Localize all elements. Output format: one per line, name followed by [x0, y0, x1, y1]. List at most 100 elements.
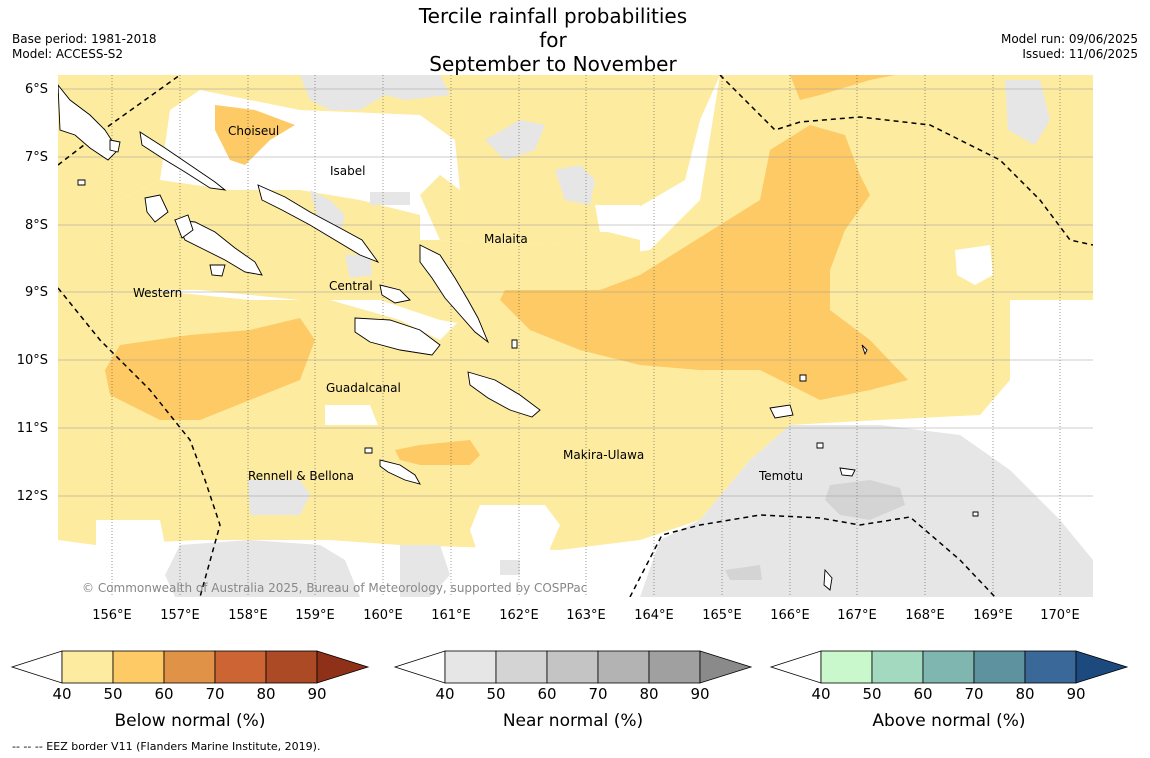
- island-rennell: [379, 459, 421, 485]
- island-small-2: [972, 511, 979, 517]
- white-pocket-3: [470, 505, 560, 560]
- white-pocket-5: [595, 205, 645, 232]
- colorbar-below-cell: [265, 650, 318, 684]
- lon-label-164: 164°E: [634, 608, 674, 623]
- near-normal-area-sw: [165, 540, 360, 597]
- region-label-guadalcanal: Guadalcanal: [326, 381, 401, 395]
- near-normal-area-ss: [400, 545, 450, 597]
- colorbar-near-label: Near normal (%): [503, 711, 643, 731]
- near-normal-area-mid: [485, 120, 545, 160]
- title-line-1: Tercile rainfall probabilities for: [418, 4, 688, 52]
- colorbar-below-cells: [61, 650, 370, 684]
- colorbar-below-ticks: 40 50 60 70 80 90: [52, 685, 326, 703]
- lon-label-163: 163°E: [566, 608, 606, 623]
- lon-label-165: 165°E: [702, 608, 742, 623]
- island-bougainville: [58, 84, 119, 161]
- colorbar-below-tick-50: 50: [103, 685, 122, 703]
- colorbar-below-normal: 40 50 60 70 80 90 Below normal (%): [10, 650, 370, 731]
- colorbar-below-cell: [112, 650, 165, 684]
- colorbar-near-tick-40: 40: [435, 685, 454, 703]
- near-normal-area-darker2: [725, 565, 762, 580]
- below-normal-50-area-north: [790, 75, 895, 100]
- island-shortland: [109, 139, 121, 153]
- lon-label-168: 168°E: [905, 608, 945, 623]
- colorbar-above-under-triangle: [769, 650, 822, 684]
- eez-border-south: [629, 514, 996, 597]
- eez-border-north: [58, 75, 181, 166]
- colorbar-below-label: Below normal (%): [115, 711, 266, 731]
- near-normal-area-darker: [825, 480, 905, 520]
- island-duff: [799, 374, 807, 382]
- white-pocket-1: [96, 520, 165, 560]
- island-vella-lavella: [144, 194, 169, 223]
- lat-label-6: 6°S: [25, 82, 48, 97]
- below-normal-50-area-choiseul: [215, 105, 295, 165]
- map-gridlines: [58, 75, 1093, 597]
- colorbar-below-tick-90: 90: [307, 685, 326, 703]
- near-normal-area-sw2: [248, 480, 310, 515]
- colorbar-near-cell: [546, 650, 599, 684]
- region-label-western: Western: [133, 286, 182, 300]
- lon-label-156: 156°E: [92, 608, 132, 623]
- island-choiseul: [139, 131, 227, 191]
- lon-label-160: 160°E: [363, 608, 403, 623]
- island-makira: [467, 371, 541, 418]
- colorbar-above-cell: [1024, 650, 1077, 684]
- model-name: Model: ACCESS-S2: [12, 47, 124, 61]
- colorbar-above-cell: [973, 650, 1026, 684]
- island-rendova: [209, 264, 226, 277]
- colorbar-near-normal: 40 50 60 70 80 90 Near normal (%): [393, 650, 753, 731]
- colorbar-below-cell: [163, 650, 216, 684]
- lat-label-10: 10°S: [17, 353, 48, 368]
- colorbar-above-tick-40: 40: [811, 685, 830, 703]
- near-normal-area-north: [300, 75, 385, 110]
- island-vanikoro: [839, 467, 856, 477]
- island-bellona: [364, 447, 373, 454]
- region-labels: Choiseul Isabel Malaita Western Central …: [133, 124, 803, 483]
- island-florida: [379, 284, 411, 304]
- white-pocket-4: [955, 245, 993, 285]
- lon-label-161: 161°E: [431, 608, 471, 623]
- island-small-1: [77, 179, 86, 186]
- region-label-rennell-bellona: Rennell & Bellona: [248, 469, 354, 483]
- land-masses: [58, 84, 979, 591]
- lon-label-170: 170°E: [1040, 608, 1080, 623]
- colorbar-above-normal: 40 50 60 70 80 90 Above normal (%): [769, 650, 1129, 731]
- colorbar-near-cell: [495, 650, 548, 684]
- eez-border-northeast: [719, 75, 1093, 246]
- region-label-temotu: Temotu: [758, 469, 803, 483]
- lat-label-7: 7°S: [25, 150, 48, 165]
- colorbar-above-tick-80: 80: [1015, 685, 1034, 703]
- eez-border-west: [58, 287, 221, 597]
- island-utupua: [816, 442, 824, 449]
- colorbar-above-cells: [820, 650, 1129, 684]
- colorbar-near-tick-70: 70: [588, 685, 607, 703]
- map-panel: © Commonwealth of Australia 2025, Bureau…: [58, 75, 1093, 597]
- near-normal-area-s3: [500, 560, 520, 575]
- below-normal-50-area-south: [395, 440, 480, 465]
- colorbar-above-cell: [922, 650, 975, 684]
- colorbar-near-tick-80: 80: [639, 685, 658, 703]
- near-normal-area-isabel3: [370, 192, 410, 205]
- near-normal-area-isabel: [310, 190, 345, 235]
- lon-label-157: 157°E: [160, 608, 200, 623]
- colorbar-below-tick-80: 80: [256, 685, 275, 703]
- colorbar-above-over-triangle: [1075, 650, 1129, 684]
- colorbar-below-tick-60: 60: [154, 685, 173, 703]
- colorbar-near-cell: [444, 650, 497, 684]
- colorbar-above-cell: [820, 650, 873, 684]
- eez-footnote: -- -- -- EEZ border V11 (Flanders Marine…: [12, 740, 321, 753]
- meta-right: Model run: 09/06/2025 Issued: 11/06/2025: [1001, 32, 1138, 62]
- region-label-malaita: Malaita: [484, 232, 528, 246]
- colorbar-near-tick-90: 90: [690, 685, 709, 703]
- region-label-choiseul: Choiseul: [228, 124, 279, 138]
- colorbar-near-over-triangle: [699, 650, 753, 684]
- colorbar-near-ticks: 40 50 60 70 80 90: [435, 685, 709, 703]
- island-reef: [861, 344, 868, 356]
- colorbar-near-cell: [597, 650, 650, 684]
- lon-label-169: 169°E: [973, 608, 1013, 623]
- island-tikopia: [823, 568, 833, 591]
- colorbar-near-cells: [444, 650, 753, 684]
- region-label-makira-ulawa: Makira-Ulawa: [563, 448, 644, 462]
